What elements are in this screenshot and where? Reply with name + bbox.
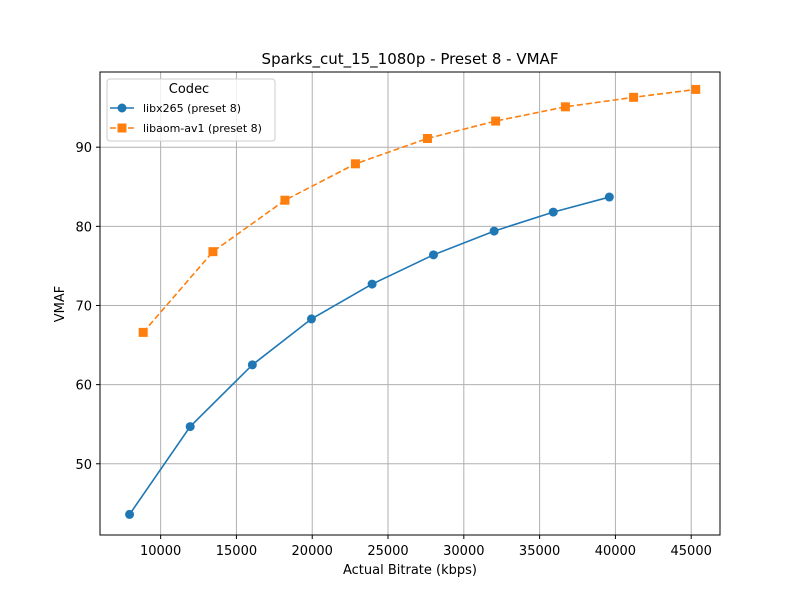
y-axis-label: VMAF <box>53 286 68 322</box>
legend-label: libaom-av1 (preset 8) <box>143 122 262 135</box>
x-tick-label: 25000 <box>367 544 408 559</box>
legend: Codec libx265 (preset 8) libaom-av1 (pres… <box>106 78 276 142</box>
x-axis: 10000 15000 20000 25000 30000 35000 40000 45000 <box>140 535 712 559</box>
series-1 <box>125 192 614 519</box>
legend-title: Codec <box>169 82 209 97</box>
legend-label: libx265 (preset 8) <box>143 102 241 115</box>
data-point <box>560 102 570 112</box>
data-point <box>208 247 218 257</box>
legend-marker <box>117 103 127 113</box>
series-2 <box>138 84 701 337</box>
y-tick-label: 70 <box>75 299 92 314</box>
data-point <box>138 327 148 337</box>
data-point <box>185 422 195 432</box>
data-point <box>691 84 701 94</box>
legend-box <box>106 78 276 142</box>
data-point <box>280 195 290 205</box>
series-line <box>128 196 610 515</box>
y-tick-label: 50 <box>75 458 92 473</box>
x-tick-label: 10000 <box>140 544 181 559</box>
y-axis: 50 60 70 80 90 <box>75 141 100 473</box>
x-tick-label: 30000 <box>443 544 484 559</box>
legend-item: libx265 (preset 8) <box>110 102 241 115</box>
x-tick-label: 35000 <box>519 544 560 559</box>
series-layer <box>125 84 701 519</box>
x-tick-label: 40000 <box>595 544 636 559</box>
data-point <box>125 509 135 519</box>
data-point <box>350 159 360 169</box>
data-point <box>247 360 257 370</box>
data-point <box>306 314 316 324</box>
y-tick-label: 80 <box>75 220 92 235</box>
data-point <box>367 279 377 289</box>
legend-item: libaom-av1 (preset 8) <box>110 122 262 135</box>
x-tick-label: 20000 <box>292 544 333 559</box>
data-point <box>428 250 438 260</box>
data-point <box>604 192 614 202</box>
data-point <box>548 207 558 217</box>
grid <box>100 72 720 535</box>
x-tick-label: 15000 <box>216 544 257 559</box>
series-line <box>142 88 696 333</box>
y-tick-label: 60 <box>75 379 92 394</box>
data-point <box>422 133 432 143</box>
chart-title: Sparks_cut_15_1080p - Preset 8 - VMAF <box>262 50 559 69</box>
data-point <box>629 92 639 102</box>
y-tick-label: 90 <box>75 141 92 156</box>
data-point <box>489 226 499 236</box>
plot-area-frame <box>99 71 721 536</box>
legend-items: libx265 (preset 8) libaom-av1 (preset 8) <box>110 102 262 135</box>
x-tick-label: 45000 <box>671 544 712 559</box>
x-axis-label: Actual Bitrate (kbps) <box>343 563 477 578</box>
data-point <box>491 116 501 126</box>
legend-marker <box>117 123 127 133</box>
